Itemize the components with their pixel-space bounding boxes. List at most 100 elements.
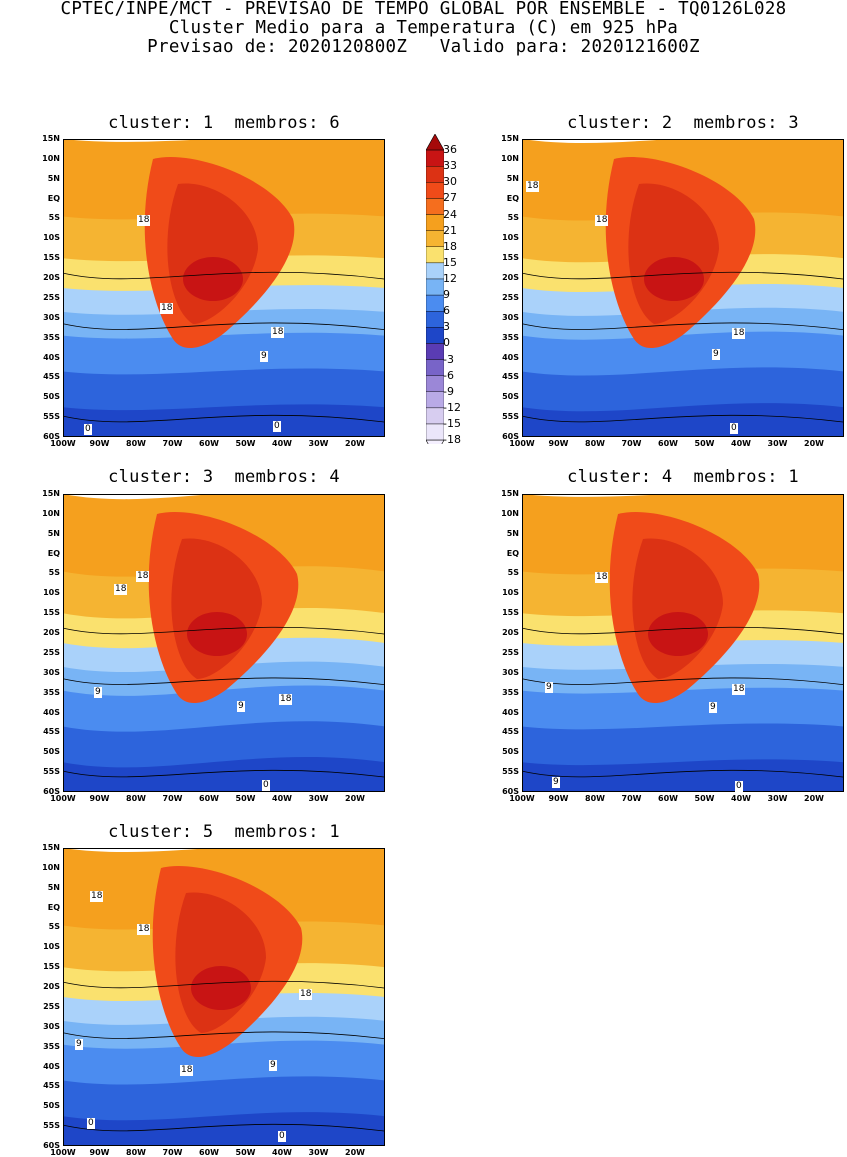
- panel-title: cluster: 2 membros: 3: [567, 113, 799, 133]
- colorbar-swatch: [426, 166, 444, 183]
- longitude-label: 60W: [199, 439, 219, 448]
- hottest-region: [644, 257, 704, 301]
- colorbar-label: 12: [443, 272, 457, 285]
- longitude-label: 30W: [767, 794, 788, 803]
- longitude-label: 70W: [621, 794, 642, 803]
- longitude-label: 100W: [509, 439, 535, 448]
- temperature-band: [63, 1112, 385, 1146]
- contour-label: 18: [160, 303, 174, 314]
- latitude-label: 35S: [43, 1041, 60, 1051]
- contour-line: [63, 1123, 385, 1132]
- contour-label: 18: [526, 181, 540, 192]
- longitude-label: 60W: [658, 794, 678, 803]
- longitude-label: 30W: [308, 794, 329, 803]
- latitude-label: 5S: [48, 568, 60, 578]
- colorbar-label: 33: [443, 159, 457, 173]
- latitude-label: 15N: [501, 489, 519, 498]
- latitude-label: 10N: [42, 508, 60, 518]
- colorbar-label: 21: [443, 223, 457, 237]
- contour-label: 9: [237, 701, 245, 712]
- panel-title: cluster: 1 membros: 6: [108, 113, 340, 133]
- contour-label: 9: [545, 682, 553, 693]
- colorbar-swatch: [426, 182, 444, 199]
- longitude-label: 50W: [694, 439, 715, 448]
- longitude-label: 20W: [804, 794, 824, 803]
- colorbar-label: 27: [443, 191, 457, 205]
- longitude-label: 40W: [272, 1148, 292, 1157]
- panel-title: cluster: 5 membros: 1: [108, 822, 340, 842]
- latitude-label: 15S: [502, 608, 519, 618]
- longitude-label: 50W: [235, 439, 256, 448]
- latitude-label: 20S: [43, 982, 60, 992]
- map-frame: [522, 494, 844, 792]
- latitude-label: 10S: [43, 233, 60, 243]
- latitude-label: 5N: [47, 173, 60, 183]
- contour-line: [63, 1031, 385, 1040]
- latitude-label: 60S: [43, 1141, 60, 1150]
- colorbar-label: 30: [443, 175, 457, 189]
- longitude-label: 20W: [804, 439, 824, 448]
- colorbar-bottom-arrow: [426, 439, 444, 444]
- longitude-label: 60W: [199, 794, 219, 803]
- colorbar-swatches: [426, 134, 444, 444]
- longitude-label: 90W: [89, 1148, 110, 1157]
- colorbar-swatch: [426, 198, 444, 215]
- latitude-label: 25S: [502, 647, 519, 657]
- latitude-label: 10N: [42, 862, 60, 872]
- latitude-label: 60S: [502, 432, 519, 441]
- latitude-label: 10S: [502, 588, 519, 598]
- latitude-label: 45S: [43, 372, 60, 382]
- latitude-label: 10N: [501, 153, 519, 163]
- map-frame: [63, 494, 385, 792]
- longitude-label: 30W: [767, 439, 788, 448]
- hottest-region: [191, 966, 251, 1010]
- latitude-label: 30S: [502, 312, 519, 322]
- latitude-label: 15S: [43, 608, 60, 618]
- contour-label: 18: [136, 571, 150, 582]
- temperature-map: [63, 139, 385, 437]
- latitude-label: EQ: [47, 193, 60, 203]
- latitude-label: 15N: [42, 134, 60, 143]
- temperature-band: [522, 403, 844, 437]
- latitude-label: 5S: [507, 568, 519, 578]
- latitude-label: EQ: [506, 193, 519, 203]
- contour-label: 18: [299, 989, 313, 1000]
- longitude-label: 100W: [50, 794, 76, 803]
- latitude-label: 50S: [43, 392, 60, 402]
- latitude-label: 15S: [43, 253, 60, 263]
- contour-line: [63, 769, 385, 778]
- latitude-label: 10S: [43, 942, 60, 952]
- colorbar-swatch: [426, 311, 444, 328]
- map-frame: [522, 139, 844, 437]
- latitude-label: 25S: [43, 1001, 60, 1011]
- longitude-label: 40W: [731, 794, 751, 803]
- colorbar-label: -12: [443, 400, 461, 414]
- latitude-label: 50S: [43, 1101, 60, 1111]
- latitude-label: 40S: [502, 352, 519, 362]
- map-frame: [63, 848, 385, 1146]
- header-line-1: CPTEC/INPE/MCT - PREVISAO DE TEMPO GLOBA…: [60, 0, 787, 19]
- hottest-region: [183, 257, 243, 301]
- latitude-label: 40S: [43, 707, 60, 717]
- latitude-label: 5N: [47, 528, 60, 538]
- longitude-label: 70W: [162, 1148, 183, 1157]
- latitude-label: 20S: [43, 273, 60, 283]
- colorbar-swatch: [426, 246, 444, 264]
- contour-line: [522, 769, 844, 778]
- longitude-label: 80W: [126, 1148, 146, 1157]
- contour-label: 9: [260, 351, 268, 362]
- contour-label: 18: [732, 684, 746, 695]
- latitude-label: 15S: [43, 962, 60, 972]
- longitude-label: 70W: [162, 794, 183, 803]
- temperature-map: [522, 494, 844, 792]
- longitude-label: 30W: [308, 1148, 329, 1157]
- colorbar-swatch: [426, 230, 444, 247]
- colorbar-label: 9: [443, 288, 450, 302]
- latitude-label: 5N: [47, 882, 60, 892]
- contour-label: 18: [114, 584, 128, 595]
- contour-label: 18: [279, 694, 293, 705]
- contour-label: 0: [262, 780, 270, 791]
- latitude-label: 25S: [502, 292, 519, 302]
- longitude-label: 50W: [235, 794, 256, 803]
- latitude-label: 45S: [43, 1081, 60, 1091]
